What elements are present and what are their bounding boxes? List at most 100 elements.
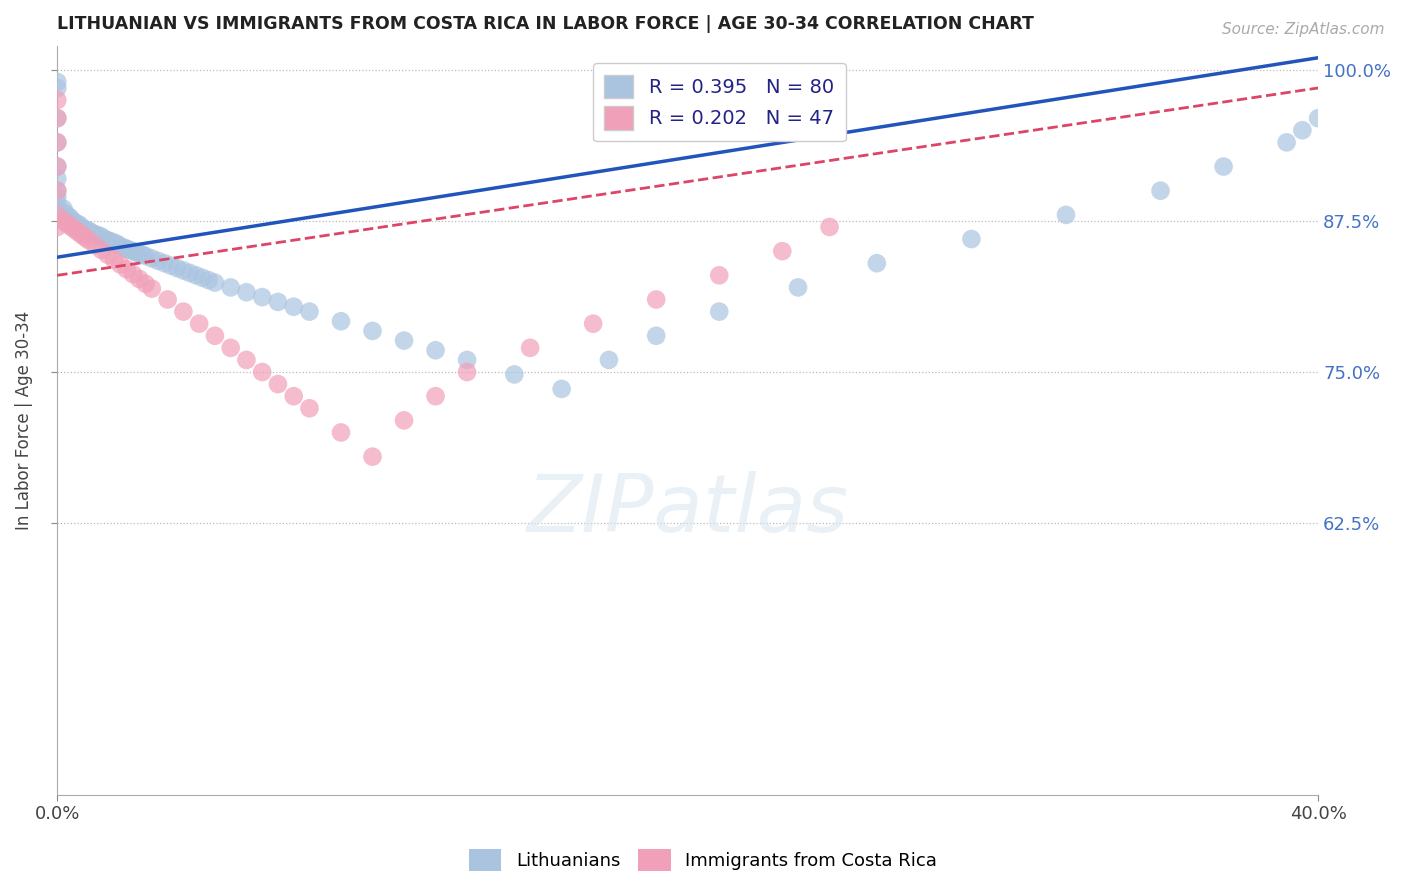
Point bbox=[456, 353, 478, 368]
Point bbox=[125, 245, 148, 260]
Point bbox=[59, 212, 82, 227]
Point bbox=[787, 280, 810, 294]
Point bbox=[179, 266, 201, 280]
Point bbox=[866, 256, 889, 270]
Point bbox=[67, 219, 90, 234]
Point bbox=[184, 268, 207, 283]
Point bbox=[97, 248, 120, 262]
Point bbox=[46, 190, 69, 204]
Point bbox=[55, 211, 77, 225]
Point bbox=[141, 252, 163, 266]
Point bbox=[110, 257, 132, 271]
Point bbox=[172, 263, 194, 277]
Point bbox=[197, 273, 219, 287]
Point bbox=[46, 75, 69, 89]
Point bbox=[67, 218, 90, 232]
Point bbox=[75, 222, 97, 236]
Point bbox=[46, 219, 69, 234]
Point bbox=[267, 377, 290, 392]
Point bbox=[709, 304, 731, 318]
Point bbox=[156, 293, 179, 307]
Point bbox=[103, 235, 125, 250]
Point bbox=[141, 282, 163, 296]
Point bbox=[62, 214, 84, 228]
Point bbox=[519, 341, 541, 355]
Point bbox=[46, 81, 69, 95]
Point bbox=[235, 285, 257, 300]
Point bbox=[503, 368, 526, 382]
Point bbox=[115, 242, 138, 256]
Point bbox=[392, 413, 415, 427]
Point bbox=[219, 280, 242, 294]
Point bbox=[72, 228, 94, 243]
Point bbox=[46, 171, 69, 186]
Point bbox=[59, 219, 82, 233]
Point bbox=[100, 235, 122, 249]
Text: Source: ZipAtlas.com: Source: ZipAtlas.com bbox=[1222, 22, 1385, 37]
Point bbox=[204, 328, 226, 343]
Point bbox=[65, 224, 87, 238]
Point bbox=[330, 425, 353, 440]
Point bbox=[46, 111, 69, 125]
Point bbox=[80, 226, 103, 240]
Point bbox=[146, 253, 169, 268]
Point bbox=[135, 249, 157, 263]
Point bbox=[166, 261, 188, 276]
Point bbox=[46, 184, 69, 198]
Point bbox=[709, 268, 731, 283]
Point bbox=[153, 256, 176, 270]
Point bbox=[46, 184, 69, 198]
Point bbox=[172, 304, 194, 318]
Point bbox=[90, 243, 112, 257]
Point bbox=[128, 246, 150, 260]
Point bbox=[122, 267, 145, 281]
Point bbox=[250, 365, 273, 379]
Point bbox=[77, 224, 100, 238]
Y-axis label: In Labor Force | Age 30-34: In Labor Force | Age 30-34 bbox=[15, 310, 32, 530]
Point bbox=[52, 214, 75, 228]
Point bbox=[330, 314, 353, 328]
Point bbox=[65, 216, 87, 230]
Point bbox=[77, 225, 100, 239]
Point bbox=[361, 324, 384, 338]
Point bbox=[46, 160, 69, 174]
Point bbox=[103, 252, 125, 267]
Point bbox=[283, 389, 305, 403]
Point bbox=[77, 233, 100, 247]
Point bbox=[55, 208, 77, 222]
Point bbox=[818, 219, 841, 234]
Point bbox=[115, 262, 138, 277]
Point bbox=[122, 244, 145, 259]
Point bbox=[598, 353, 620, 368]
Point bbox=[582, 317, 605, 331]
Point bbox=[105, 236, 128, 251]
Point bbox=[52, 202, 75, 216]
Point bbox=[219, 341, 242, 355]
Point bbox=[191, 270, 214, 285]
Point bbox=[87, 228, 110, 243]
Text: ZIPatlas: ZIPatlas bbox=[527, 471, 849, 549]
Text: LITHUANIAN VS IMMIGRANTS FROM COSTA RICA IN LABOR FORCE | AGE 30-34 CORRELATION : LITHUANIAN VS IMMIGRANTS FROM COSTA RICA… bbox=[58, 15, 1035, 33]
Point bbox=[159, 259, 181, 273]
Point bbox=[1149, 184, 1171, 198]
Point bbox=[118, 243, 141, 257]
Point bbox=[93, 232, 115, 246]
Point bbox=[110, 239, 132, 253]
Legend: Lithuanians, Immigrants from Costa Rica: Lithuanians, Immigrants from Costa Rica bbox=[461, 842, 945, 879]
Point bbox=[1275, 136, 1298, 150]
Point bbox=[46, 136, 69, 150]
Point bbox=[135, 277, 157, 291]
Point bbox=[46, 160, 69, 174]
Point bbox=[425, 389, 447, 403]
Point bbox=[204, 276, 226, 290]
Point bbox=[1054, 208, 1077, 222]
Point bbox=[361, 450, 384, 464]
Point bbox=[59, 211, 82, 225]
Point bbox=[46, 202, 69, 216]
Point bbox=[235, 353, 257, 368]
Point bbox=[298, 304, 321, 318]
Point bbox=[75, 231, 97, 245]
Point bbox=[960, 232, 983, 246]
Point bbox=[283, 300, 305, 314]
Legend: R = 0.395   N = 80, R = 0.202   N = 47: R = 0.395 N = 80, R = 0.202 N = 47 bbox=[593, 62, 846, 142]
